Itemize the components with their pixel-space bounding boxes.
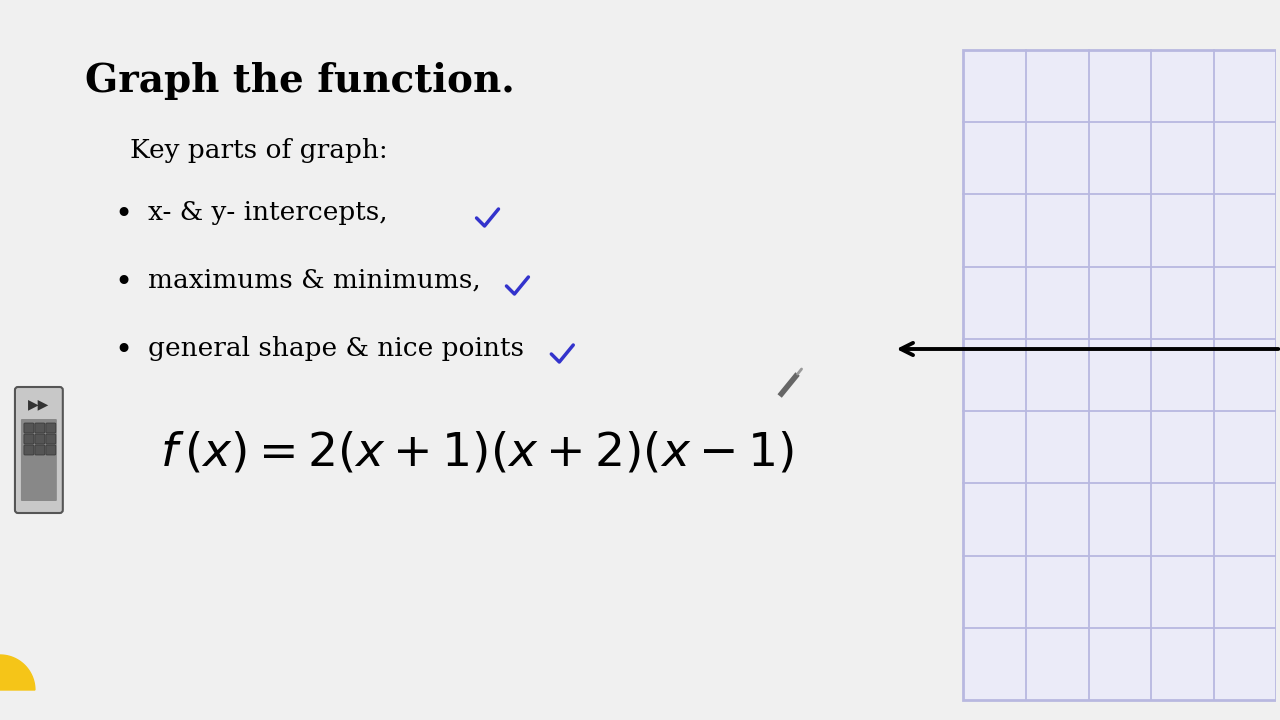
Text: ▶▶: ▶▶	[28, 397, 50, 411]
FancyBboxPatch shape	[46, 423, 56, 433]
FancyBboxPatch shape	[24, 434, 33, 444]
FancyBboxPatch shape	[35, 423, 45, 433]
FancyBboxPatch shape	[35, 434, 45, 444]
Text: general shape & nice points: general shape & nice points	[147, 336, 524, 361]
Text: maximums & minimums,: maximums & minimums,	[147, 268, 480, 293]
Text: •: •	[115, 336, 133, 367]
FancyBboxPatch shape	[24, 423, 33, 433]
Text: Graph the function.: Graph the function.	[84, 62, 515, 100]
Text: •: •	[115, 268, 133, 299]
Text: Key parts of graph:: Key parts of graph:	[129, 138, 388, 163]
Polygon shape	[0, 655, 35, 690]
Text: •: •	[115, 200, 133, 231]
FancyBboxPatch shape	[24, 445, 33, 455]
Text: x- & y- intercepts,: x- & y- intercepts,	[147, 200, 387, 225]
FancyBboxPatch shape	[35, 445, 45, 455]
Text: $f\,(x) = 2(x+1)(x+2)(x-1)$: $f\,(x) = 2(x+1)(x+2)(x-1)$	[160, 430, 794, 475]
Bar	[964, 50, 1276, 700]
FancyBboxPatch shape	[46, 434, 56, 444]
FancyBboxPatch shape	[46, 445, 56, 455]
FancyBboxPatch shape	[20, 419, 56, 501]
FancyBboxPatch shape	[15, 387, 63, 513]
